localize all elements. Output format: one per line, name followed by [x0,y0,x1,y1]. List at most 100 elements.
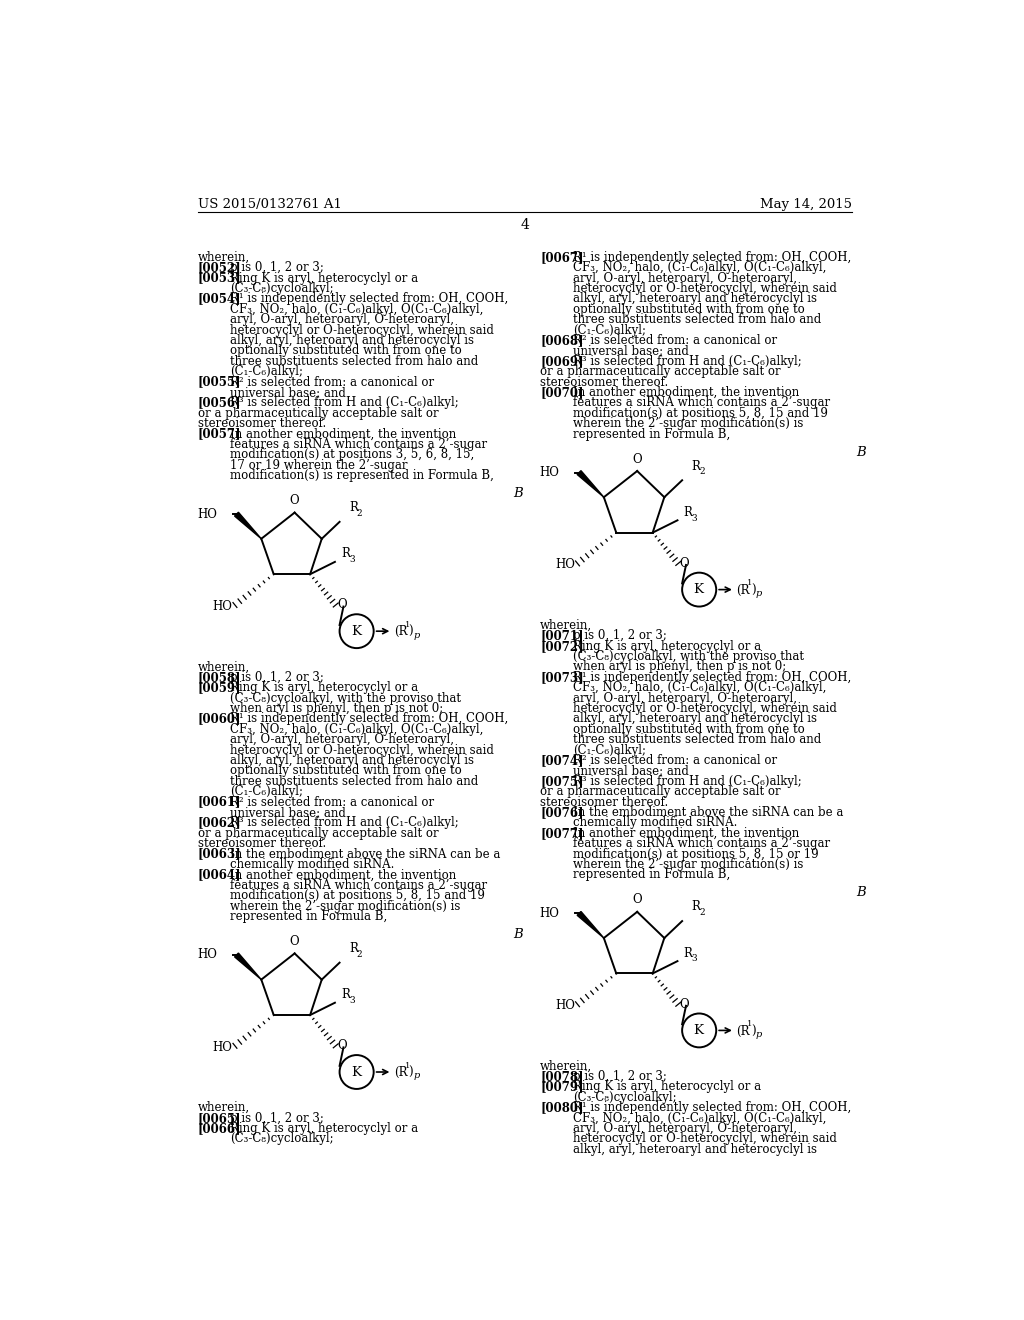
Text: wherein the 2’-sugar modification(s) is: wherein the 2’-sugar modification(s) is [230,899,461,912]
Text: HO: HO [198,949,217,961]
Text: stereoisomer thereof.: stereoisomer thereof. [198,417,326,430]
Text: p: p [756,1030,762,1039]
Text: R¹ is independently selected from: OH, COOH,: R¹ is independently selected from: OH, C… [572,251,851,264]
Text: US 2015/0132761 A1: US 2015/0132761 A1 [198,198,342,211]
Text: CF₃, NO₂, halo, (C₁-C₆)alkyl, O(C₁-C₆)alkyl,: CF₃, NO₂, halo, (C₁-C₆)alkyl, O(C₁-C₆)al… [572,681,826,694]
Text: (C₁-C₆)alkyl;: (C₁-C₆)alkyl; [230,366,303,378]
Text: p: p [756,589,762,598]
Text: three substituents selected from halo and: three substituents selected from halo an… [230,775,478,788]
Text: R² is selected from: a canonical or: R² is selected from: a canonical or [230,796,434,809]
Text: p is 0, 1, 2 or 3;: p is 0, 1, 2 or 3; [572,630,667,643]
Text: [0068]: [0068] [541,334,584,347]
Text: B: B [856,887,866,899]
Text: 2: 2 [699,908,705,917]
Text: alkyl, aryl, heteroaryl and heterocyclyl is: alkyl, aryl, heteroaryl and heterocyclyl… [572,293,817,305]
Text: [0067]: [0067] [541,251,584,264]
Text: [0060]: [0060] [198,713,242,726]
Text: p is 0, 1, 2 or 3;: p is 0, 1, 2 or 3; [230,671,325,684]
Text: ): ) [409,1067,413,1080]
Text: HO: HO [540,466,560,479]
Text: O: O [680,998,689,1011]
Text: In the embodiment above the siRNA can be a: In the embodiment above the siRNA can be… [572,807,843,818]
Text: or a pharmaceutically acceptable salt or: or a pharmaceutically acceptable salt or [198,826,438,840]
Text: Ring K is aryl, heterocyclyl or a: Ring K is aryl, heterocyclyl or a [230,272,419,285]
Text: wherein,: wherein, [198,660,250,673]
Text: aryl, O-aryl, heteroaryl, O-heteroaryl,: aryl, O-aryl, heteroaryl, O-heteroaryl, [572,272,797,285]
Text: [0057]: [0057] [198,428,242,441]
Text: stereoisomer thereof.: stereoisomer thereof. [541,796,669,809]
Text: HO: HO [198,508,217,520]
Polygon shape [234,512,261,539]
Text: R: R [341,548,350,560]
Text: heterocyclyl or O-heterocyclyl, wherein said: heterocyclyl or O-heterocyclyl, wherein … [230,743,495,756]
Text: three substituents selected from halo and: three substituents selected from halo an… [572,313,821,326]
Text: [0076]: [0076] [541,807,584,818]
Text: modification(s) at positions 5, 8, 15 and 19: modification(s) at positions 5, 8, 15 an… [572,407,827,420]
Text: alkyl, aryl, heteroaryl and heterocyclyl is: alkyl, aryl, heteroaryl and heterocyclyl… [230,754,474,767]
Text: HO: HO [213,601,232,612]
Text: K: K [693,1024,703,1038]
Text: O: O [290,494,299,507]
Text: R: R [691,900,700,913]
Text: 3: 3 [691,954,697,964]
Text: or a pharmaceutically acceptable salt or: or a pharmaceutically acceptable salt or [541,366,781,378]
Text: In another embodiment, the invention: In another embodiment, the invention [230,428,457,441]
Text: R: R [684,506,692,519]
Text: or a pharmaceutically acceptable salt or: or a pharmaceutically acceptable salt or [541,785,781,799]
Text: [0074]: [0074] [541,754,584,767]
Text: [0077]: [0077] [541,826,584,840]
Polygon shape [578,912,604,939]
Text: Ring K is aryl, heterocyclyl or a: Ring K is aryl, heterocyclyl or a [572,640,761,652]
Text: optionally substituted with from one to: optionally substituted with from one to [230,764,462,777]
Text: 3: 3 [349,997,354,1005]
Text: R² is selected from: a canonical or: R² is selected from: a canonical or [230,376,434,388]
Text: [0055]: [0055] [198,376,242,388]
Text: 2: 2 [699,467,705,477]
Text: alkyl, aryl, heteroaryl and heterocyclyl is: alkyl, aryl, heteroaryl and heterocyclyl… [572,713,817,726]
Text: alkyl, aryl, heteroaryl and heterocyclyl is: alkyl, aryl, heteroaryl and heterocyclyl… [230,334,474,347]
Text: chemically modified siRNA.: chemically modified siRNA. [572,816,737,829]
Text: universal base; and: universal base; and [230,807,346,818]
Text: [0058]: [0058] [198,671,242,684]
Text: [0075]: [0075] [541,775,584,788]
Text: p is 0, 1, 2 or 3;: p is 0, 1, 2 or 3; [230,1111,325,1125]
Text: (R: (R [736,583,750,597]
Text: modification(s) is represented in Formula B,: modification(s) is represented in Formul… [230,469,495,482]
Text: features a siRNA which contains a 2’-sugar: features a siRNA which contains a 2’-sug… [572,837,830,850]
Text: stereoisomer thereof.: stereoisomer thereof. [541,376,669,388]
Text: p is 0, 1, 2 or 3;: p is 0, 1, 2 or 3; [230,261,325,275]
Text: wherein,: wherein, [198,251,250,264]
Text: (C₃-C₈)cycloalkyl;: (C₃-C₈)cycloalkyl; [230,1133,334,1146]
Text: wherein the 2’-sugar modification(s) is: wherein the 2’-sugar modification(s) is [572,417,803,430]
Text: universal base; and: universal base; and [572,764,689,777]
Text: ): ) [409,626,413,639]
Text: 3: 3 [349,556,354,564]
Text: features a siRNA which contains a 2’-sugar: features a siRNA which contains a 2’-sug… [572,396,830,409]
Text: R: R [684,946,692,960]
Text: B: B [513,487,523,500]
Text: R: R [349,502,357,515]
Text: [0079]: [0079] [541,1081,584,1093]
Text: R: R [349,942,357,954]
Text: 2: 2 [356,510,362,517]
Text: represented in Formula B,: represented in Formula B, [572,428,730,441]
Text: p: p [414,1072,420,1080]
Text: [0066]: [0066] [198,1122,242,1135]
Text: B: B [856,446,866,458]
Text: heterocyclyl or O-heterocyclyl, wherein said: heterocyclyl or O-heterocyclyl, wherein … [572,702,837,715]
Text: modification(s) at positions 5, 8, 15 and 19: modification(s) at positions 5, 8, 15 an… [230,890,485,902]
Text: heterocyclyl or O-heterocyclyl, wherein said: heterocyclyl or O-heterocyclyl, wherein … [230,323,495,337]
Text: p: p [414,631,420,639]
Text: O: O [633,453,642,466]
Polygon shape [234,953,261,979]
Text: optionally substituted with from one to: optionally substituted with from one to [230,345,462,358]
Text: O: O [337,598,347,611]
Text: 4: 4 [520,218,529,232]
Text: universal base; and: universal base; and [230,385,346,399]
Text: In another embodiment, the invention: In another embodiment, the invention [230,869,457,882]
Text: heterocyclyl or O-heterocyclyl, wherein said: heterocyclyl or O-heterocyclyl, wherein … [572,1133,837,1146]
Text: when aryl is phenyl, then p is not 0;: when aryl is phenyl, then p is not 0; [572,660,786,673]
Text: heterocyclyl or O-heterocyclyl, wherein said: heterocyclyl or O-heterocyclyl, wherein … [572,282,837,294]
Text: aryl, O-aryl, heteroaryl, O-heteroaryl,: aryl, O-aryl, heteroaryl, O-heteroaryl, [230,733,455,746]
Text: [0056]: [0056] [198,396,242,409]
